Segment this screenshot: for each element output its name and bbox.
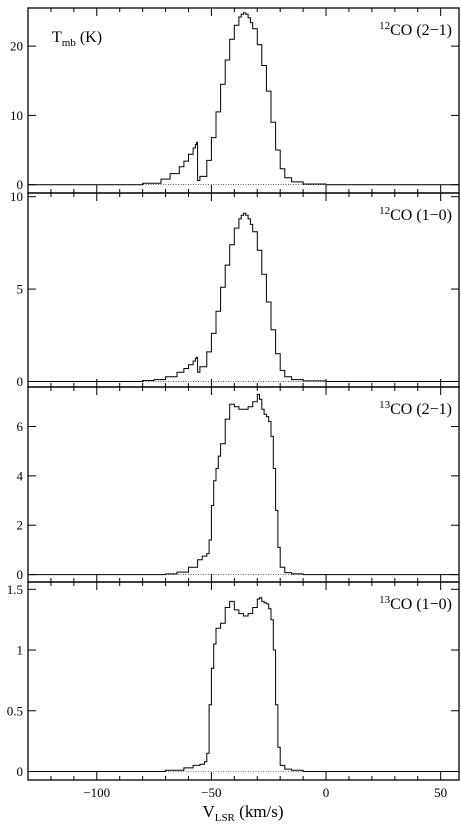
- y-tick-label: 10: [10, 189, 23, 204]
- spectrum-line: [28, 393, 459, 576]
- panel-3: 0 2 4 6 13CO (2−1): [17, 386, 460, 583]
- y-axis-label: Tmb (K): [52, 29, 102, 49]
- y-tick-label: 20: [10, 39, 23, 54]
- isotope-number: 13: [379, 594, 391, 606]
- panel-1: 0 10 20 12CO (2−1) Tmb (K): [10, 7, 460, 194]
- transition-name: CO (2−1): [390, 401, 452, 418]
- spectrum-line: [28, 597, 459, 772]
- y-tick-label: 0: [17, 374, 24, 389]
- y-tick-label: 1: [17, 643, 24, 658]
- y-axis-label-tail: (K): [76, 29, 102, 46]
- y-tick-label: 0: [17, 177, 24, 192]
- x-tick-label: −50: [201, 785, 221, 800]
- x-tick-label: 50: [434, 785, 447, 800]
- y-tick-label: 0: [17, 764, 24, 779]
- y-tick-label: 0: [17, 567, 24, 582]
- transition-label: 12CO (2−1): [379, 20, 452, 39]
- y-tick-label: 6: [17, 419, 24, 434]
- x-axis-label-sub: LSR: [215, 812, 236, 824]
- panel-frame: [27, 581, 460, 781]
- transition-name: CO (1−0): [390, 596, 452, 613]
- y-tick-label: 2: [17, 518, 24, 533]
- x-axis-label-tail: (km/s): [235, 802, 284, 821]
- y-axis-label-sub: mb: [62, 37, 77, 49]
- transition-label: 13CO (1−0): [379, 594, 452, 613]
- isotope-number: 13: [379, 399, 391, 411]
- x-axis-label-main: V: [202, 802, 215, 821]
- y-tick-label: 5: [17, 282, 24, 297]
- isotope-number: 12: [379, 20, 390, 32]
- y-tick-label: 10: [10, 108, 23, 123]
- x-tick-label: 0: [323, 785, 330, 800]
- spectrum-line: [28, 212, 459, 382]
- x-axis-label: VLSR (km/s): [202, 802, 283, 824]
- y-tick-label: 1.5: [7, 582, 23, 597]
- transition-label: 12CO (1−0): [379, 205, 452, 224]
- y-axis-label-main: T: [52, 29, 62, 46]
- panel-2: 0 5 10 12CO (1−0): [10, 189, 460, 389]
- transition-label: 13CO (2−1): [379, 399, 452, 418]
- x-tick-label: −100: [83, 785, 110, 800]
- isotope-number: 12: [379, 205, 390, 217]
- y-tick-label: 0.5: [7, 703, 23, 718]
- transition-name: CO (1−0): [390, 207, 452, 224]
- panel-4: 0 0.5 1 1.5 13CO (1−0) −100 −50 0 50: [7, 581, 460, 800]
- transition-name: CO (2−1): [390, 22, 452, 39]
- y-tick-label: 4: [17, 468, 24, 483]
- spectrum-line: [28, 12, 459, 186]
